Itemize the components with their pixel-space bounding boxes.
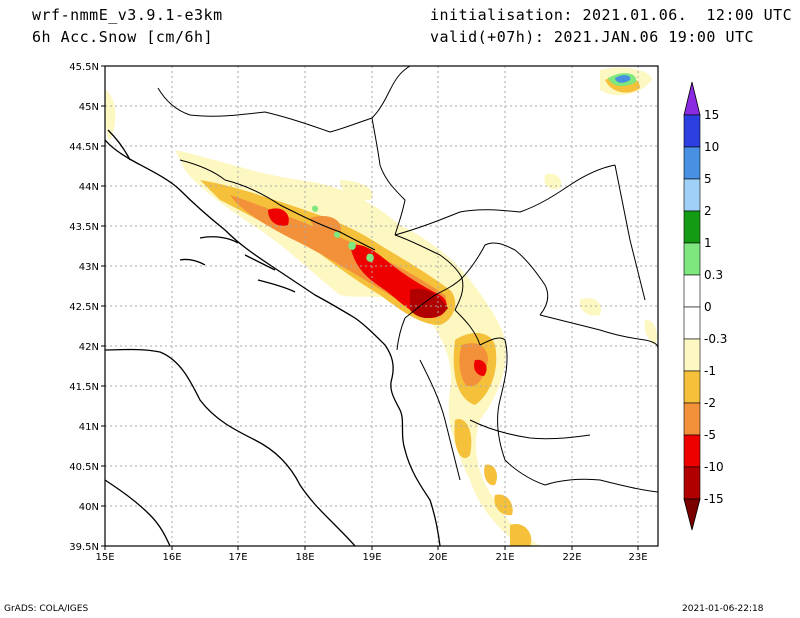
colorbar-swatch <box>683 178 701 212</box>
tick-marks <box>101 65 639 550</box>
colorbar-swatch <box>683 242 701 276</box>
colorbar-swatch <box>683 402 701 436</box>
colorbar-label: 2 <box>704 204 712 218</box>
lat-label: 42N <box>79 342 99 353</box>
colorbar-swatch <box>683 306 701 340</box>
colorbar-label: 0.3 <box>704 268 723 282</box>
colorbar-swatch <box>683 338 701 372</box>
lat-label: 43.5N <box>69 222 99 233</box>
colorbar-label: 5 <box>704 172 712 186</box>
colorbar-bottom-arrow <box>683 498 701 531</box>
lon-label: 20E <box>428 552 447 563</box>
lat-label: 39.5N <box>69 542 99 553</box>
lon-label: 21E <box>495 552 514 563</box>
lon-label: 17E <box>228 552 247 563</box>
snow-shading <box>105 67 657 546</box>
colorbar-swatch <box>683 146 701 180</box>
colorbar-swatch <box>683 370 701 404</box>
init-time: initialisation: 2021.01.06. 12:00 UTC <box>430 6 793 24</box>
colorbar-label: -2 <box>704 396 716 410</box>
lat-label: 43N <box>79 262 99 273</box>
lat-label: 41.5N <box>69 382 99 393</box>
grid-lines <box>105 66 658 546</box>
colorbar-label: 10 <box>704 140 719 154</box>
colorbar-swatch <box>683 434 701 468</box>
lat-labels: 45.5N 45N 44.5N 44N 43.5N 43N 42.5N 42N … <box>69 62 99 553</box>
colorbar-label: 0 <box>704 300 712 314</box>
lat-label: 45.5N <box>69 62 99 73</box>
colorbar-swatch <box>683 114 701 148</box>
lon-label: 15E <box>95 552 114 563</box>
colorbar-swatch <box>683 466 701 500</box>
colorbar-label: -5 <box>704 428 716 442</box>
lat-label: 42.5N <box>69 302 99 313</box>
colorbar-label: -10 <box>704 460 724 474</box>
credit-text: GrADS: COLA/IGES <box>4 604 89 614</box>
lon-label: 16E <box>162 552 181 563</box>
lon-label: 22E <box>562 552 581 563</box>
lat-label: 40.5N <box>69 462 99 473</box>
colorbar-label: 1 <box>704 236 712 250</box>
lat-label: 44.5N <box>69 142 99 153</box>
lon-label: 18E <box>295 552 314 563</box>
lat-label: 41N <box>79 422 99 433</box>
valid-time: valid(+07h): 2021.JAN.06 19:00 UTC <box>430 28 755 46</box>
lon-label: 23E <box>628 552 647 563</box>
field-title: 6h Acc.Snow [cm/6h] <box>32 28 214 46</box>
colorbar-label: -15 <box>704 492 724 506</box>
timestamp: 2021-01-06-22:18 <box>682 604 764 614</box>
colorbar: 15 10 5 2 1 0.3 0 -0.3 -1 -2 -5 -10 -15 <box>683 81 727 531</box>
lon-label: 19E <box>362 552 381 563</box>
coastlines <box>105 129 441 546</box>
colorbar-label: -1 <box>704 364 716 378</box>
lat-label: 44N <box>79 182 99 193</box>
lat-label: 45N <box>79 102 99 113</box>
borders <box>157 66 658 493</box>
colorbar-label: 15 <box>704 108 719 122</box>
colorbar-swatch <box>683 210 701 244</box>
colorbar-label: -0.3 <box>704 332 727 346</box>
lat-label: 40N <box>79 502 99 513</box>
lon-labels: 15E 16E 17E 18E 19E 20E 21E 22E 23E <box>95 552 647 563</box>
colorbar-swatch <box>683 274 701 308</box>
colorbar-top-arrow <box>683 81 701 116</box>
model-title: wrf-nmmE_v3.9.1-e3km <box>32 6 223 24</box>
